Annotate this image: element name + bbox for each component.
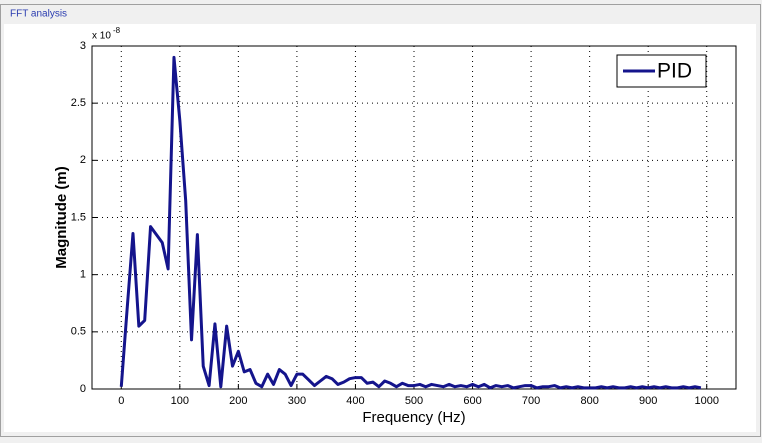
- x-tick-label: 800: [580, 395, 598, 407]
- x-tick-label: 600: [463, 395, 481, 407]
- legend-label: PID: [657, 60, 692, 83]
- x-tick-label: 500: [405, 395, 423, 407]
- x-tick-label: 400: [346, 395, 364, 407]
- x-tick-label: 100: [171, 395, 189, 407]
- axes-box: [91, 45, 737, 390]
- y-tick-label: 0.5: [71, 326, 86, 338]
- plot-area: [92, 46, 736, 389]
- y-tick-label: 2.5: [71, 97, 86, 109]
- x-tick-label: 300: [288, 395, 306, 407]
- x-tick-label: 1000: [694, 395, 718, 407]
- y-tick-label: 3: [80, 40, 86, 52]
- y-tick-label: 1.5: [71, 211, 86, 223]
- y-exponent-base: x 10: [92, 31, 111, 42]
- x-tick-label: 200: [229, 395, 247, 407]
- y-exponent-power: -8: [113, 26, 121, 35]
- x-axis-label: Frequency (Hz): [362, 409, 465, 426]
- y-tick-label: 1: [80, 269, 86, 281]
- y-tick-label: 0: [80, 383, 86, 395]
- y-axis-label: Magnitude (m): [53, 166, 70, 269]
- y-tick-label: 2: [80, 154, 86, 166]
- data-line: [119, 55, 702, 390]
- x-tick-label: 0: [118, 395, 124, 407]
- window-title: FFT analysis: [10, 9, 67, 20]
- x-tick-label: 900: [639, 395, 657, 407]
- x-tick-label: 700: [522, 395, 540, 407]
